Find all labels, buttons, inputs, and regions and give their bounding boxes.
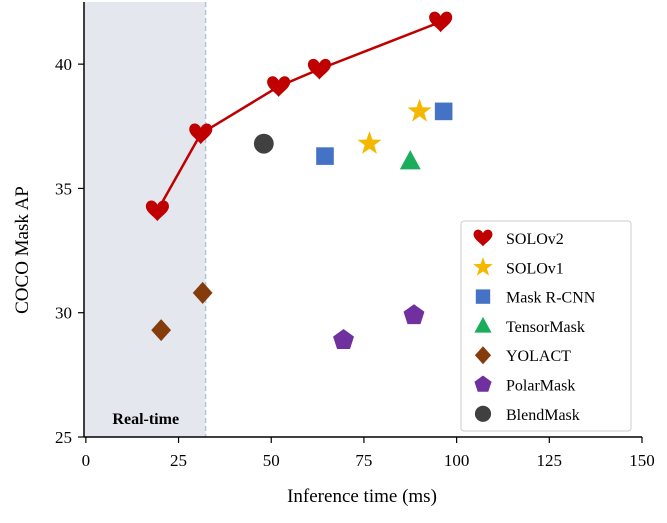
x-tick-label: 100	[444, 451, 470, 470]
legend-label-solov1: SOLOv1	[506, 260, 564, 277]
mask-r-cnn-point	[316, 147, 334, 165]
x-tick-label: 75	[355, 451, 372, 470]
tensormask-point	[399, 150, 421, 170]
polarmask-point	[403, 304, 425, 325]
x-tick-label: 0	[82, 451, 91, 470]
realtime-label: Real-time	[112, 411, 179, 428]
x-tick-label: 125	[537, 451, 563, 470]
legend-box	[460, 220, 632, 432]
y-tick-label: 40	[55, 55, 72, 74]
mask-r-cnn-point	[434, 102, 453, 121]
legend-marker-polarmask	[474, 375, 492, 392]
polarmask-point	[333, 329, 354, 349]
solov2-point	[307, 58, 331, 80]
x-tick-label: 50	[263, 451, 280, 470]
legend-marker-blendmask	[474, 405, 492, 422]
legend-marker-mask-r-cnn	[475, 289, 491, 304]
legend-label-mask-r-cnn: Mask R-CNN	[506, 290, 596, 307]
legend-label-tensormask: TensorMask	[506, 319, 585, 336]
legend-marker-yolact	[474, 346, 492, 365]
blendmask-point	[253, 133, 274, 154]
y-tick-label: 30	[55, 304, 72, 323]
legend-label-solov2: SOLOv2	[506, 231, 564, 248]
y-tick-label: 25	[55, 428, 72, 447]
solov2-point	[429, 11, 453, 33]
x-axis-label: Inference time (ms)	[287, 486, 437, 507]
y-axis-label: COCO Mask AP	[12, 186, 33, 314]
x-tick-label: 150	[629, 451, 655, 470]
solov1-point	[407, 98, 432, 122]
yolact-point	[151, 319, 172, 342]
solov2-point	[189, 123, 213, 145]
legend-marker-tensormask	[474, 316, 492, 333]
legend-marker-solov1	[473, 256, 493, 276]
legend-label-yolact: YOLACT	[506, 348, 571, 365]
solov2-point	[267, 76, 291, 97]
x-tick-label: 25	[170, 451, 187, 470]
solov2-point	[145, 200, 169, 222]
legend-label-polarmask: PolarMask	[506, 378, 575, 395]
solov1-point	[357, 131, 382, 154]
legend-label-blendmask: BlendMask	[506, 407, 580, 424]
y-tick-label: 35	[55, 179, 72, 198]
legend-marker-solov2	[473, 229, 493, 247]
yolact-point	[192, 281, 213, 304]
realtime-region	[84, 2, 206, 437]
